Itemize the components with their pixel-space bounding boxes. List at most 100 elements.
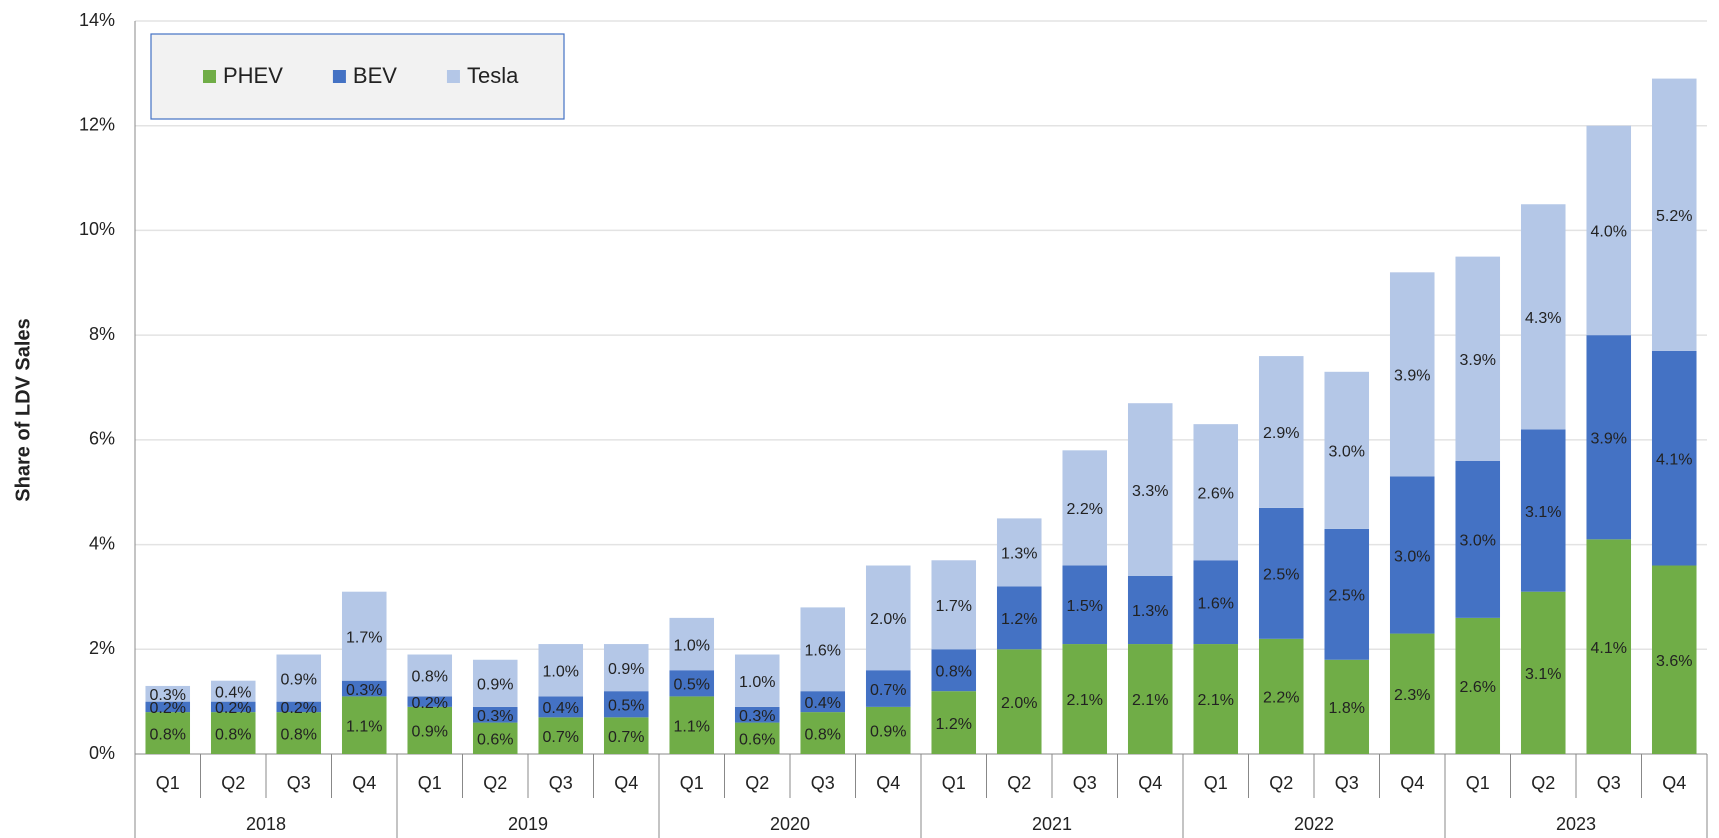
bar-segment <box>472 706 518 723</box>
x-tick-label: Q1 <box>1466 773 1490 793</box>
data-label: 0.9% <box>870 724 906 741</box>
bar-segment <box>1651 350 1697 566</box>
data-label: 4.1% <box>1591 640 1627 657</box>
data-label: 2.6% <box>1198 485 1234 502</box>
data-label: 2.9% <box>1263 425 1299 442</box>
x-tick-label: Q4 <box>1662 773 1686 793</box>
legend-swatch <box>332 70 346 83</box>
y-tick-label: 12% <box>79 114 115 134</box>
data-label: 0.7% <box>870 682 906 699</box>
bar-segment <box>538 696 584 718</box>
data-label: 0.5% <box>608 697 644 714</box>
bar-segment <box>1324 528 1370 660</box>
x-tick-label: Q2 <box>1269 773 1293 793</box>
x-tick-label: Q4 <box>876 773 900 793</box>
bar-segment <box>1127 644 1173 754</box>
bar-segment <box>1258 356 1304 508</box>
data-label: 1.2% <box>936 716 972 733</box>
data-label: 0.7% <box>608 729 644 746</box>
bar-segment <box>341 696 387 754</box>
data-label: 0.4% <box>805 695 841 712</box>
bar-segment <box>1651 565 1697 754</box>
data-label: 0.8% <box>936 663 972 680</box>
bar-segment <box>1389 272 1435 477</box>
bar-segment <box>407 706 453 754</box>
bar-segment <box>1193 424 1239 561</box>
legend-swatch <box>446 70 460 83</box>
bar-segment <box>1455 256 1501 461</box>
data-label: 2.2% <box>1263 690 1299 707</box>
data-label: 3.1% <box>1525 504 1561 521</box>
data-label: 4.3% <box>1525 310 1561 327</box>
data-label: 2.1% <box>1198 692 1234 709</box>
x-tick-label: Q2 <box>1007 773 1031 793</box>
data-label: 1.7% <box>936 598 972 615</box>
data-label: 0.3% <box>477 708 513 725</box>
legend-box <box>150 33 565 120</box>
bar-segment <box>931 649 977 692</box>
data-label: 2.5% <box>1329 588 1365 605</box>
data-label: 4.1% <box>1656 451 1692 468</box>
bar-segment <box>1324 371 1370 529</box>
bar-segment <box>1389 633 1435 754</box>
bar-segment <box>276 701 322 713</box>
bar-segment <box>800 607 846 692</box>
data-label: 0.3% <box>346 682 382 699</box>
bar-segment <box>1062 644 1108 754</box>
bar-segment <box>734 722 780 754</box>
bar-segment <box>1258 638 1304 754</box>
bar-segment <box>800 712 846 754</box>
data-label: 1.5% <box>1067 598 1103 615</box>
bar-segment <box>996 649 1042 754</box>
x-tick-label: Q1 <box>1204 773 1228 793</box>
data-label: 0.9% <box>281 671 317 688</box>
x-tick-label: Q4 <box>352 773 376 793</box>
y-tick-label: 4% <box>89 533 115 553</box>
legend-swatch <box>203 70 216 83</box>
bar-segment <box>800 691 846 713</box>
data-label: 0.9% <box>608 661 644 678</box>
data-label: 0.8% <box>215 726 251 743</box>
x-tick-label: Q2 <box>745 773 769 793</box>
y-tick-label: 0% <box>89 743 115 763</box>
bar-segment <box>734 654 780 707</box>
bar-segment <box>1193 644 1239 754</box>
bar-segment <box>603 717 649 754</box>
data-label: 2.3% <box>1394 687 1430 704</box>
data-label: 1.0% <box>543 663 579 680</box>
data-label: 0.9% <box>412 724 448 741</box>
x-tick-label: Q3 <box>1597 773 1621 793</box>
data-label: 2.5% <box>1263 567 1299 584</box>
data-label: 0.6% <box>739 732 775 749</box>
bar-segment <box>1455 617 1501 754</box>
data-label: 5.2% <box>1656 208 1692 225</box>
group-label: 2019 <box>508 814 548 834</box>
x-tick-label: Q3 <box>549 773 573 793</box>
legend-label: PHEV <box>223 63 283 88</box>
x-tick-label: Q2 <box>483 773 507 793</box>
data-label: 0.3% <box>150 687 186 704</box>
bar-segment <box>276 654 322 702</box>
data-label: 0.4% <box>543 700 579 717</box>
data-label: 4.0% <box>1591 224 1627 241</box>
data-label: 2.2% <box>1067 501 1103 518</box>
bar-segment <box>1127 403 1173 576</box>
group-label: 2020 <box>770 814 810 834</box>
data-label: 3.0% <box>1460 533 1496 550</box>
bar-segment <box>865 670 911 707</box>
y-tick-label: 10% <box>79 219 115 239</box>
bar-segment <box>1520 204 1566 430</box>
bar-segment <box>341 591 387 681</box>
bar-segment <box>145 712 191 754</box>
data-label: 2.0% <box>1001 695 1037 712</box>
y-tick-label: 14% <box>79 10 115 30</box>
x-tick-label: Q4 <box>1138 773 1162 793</box>
bar-segment <box>1389 476 1435 634</box>
data-label: 0.8% <box>805 726 841 743</box>
x-tick-label: Q3 <box>1335 773 1359 793</box>
y-tick-label: 8% <box>89 324 115 344</box>
data-label: 3.0% <box>1394 548 1430 565</box>
data-label: 2.0% <box>870 611 906 628</box>
bar-segment <box>1193 560 1239 645</box>
data-label: 3.9% <box>1460 352 1496 369</box>
